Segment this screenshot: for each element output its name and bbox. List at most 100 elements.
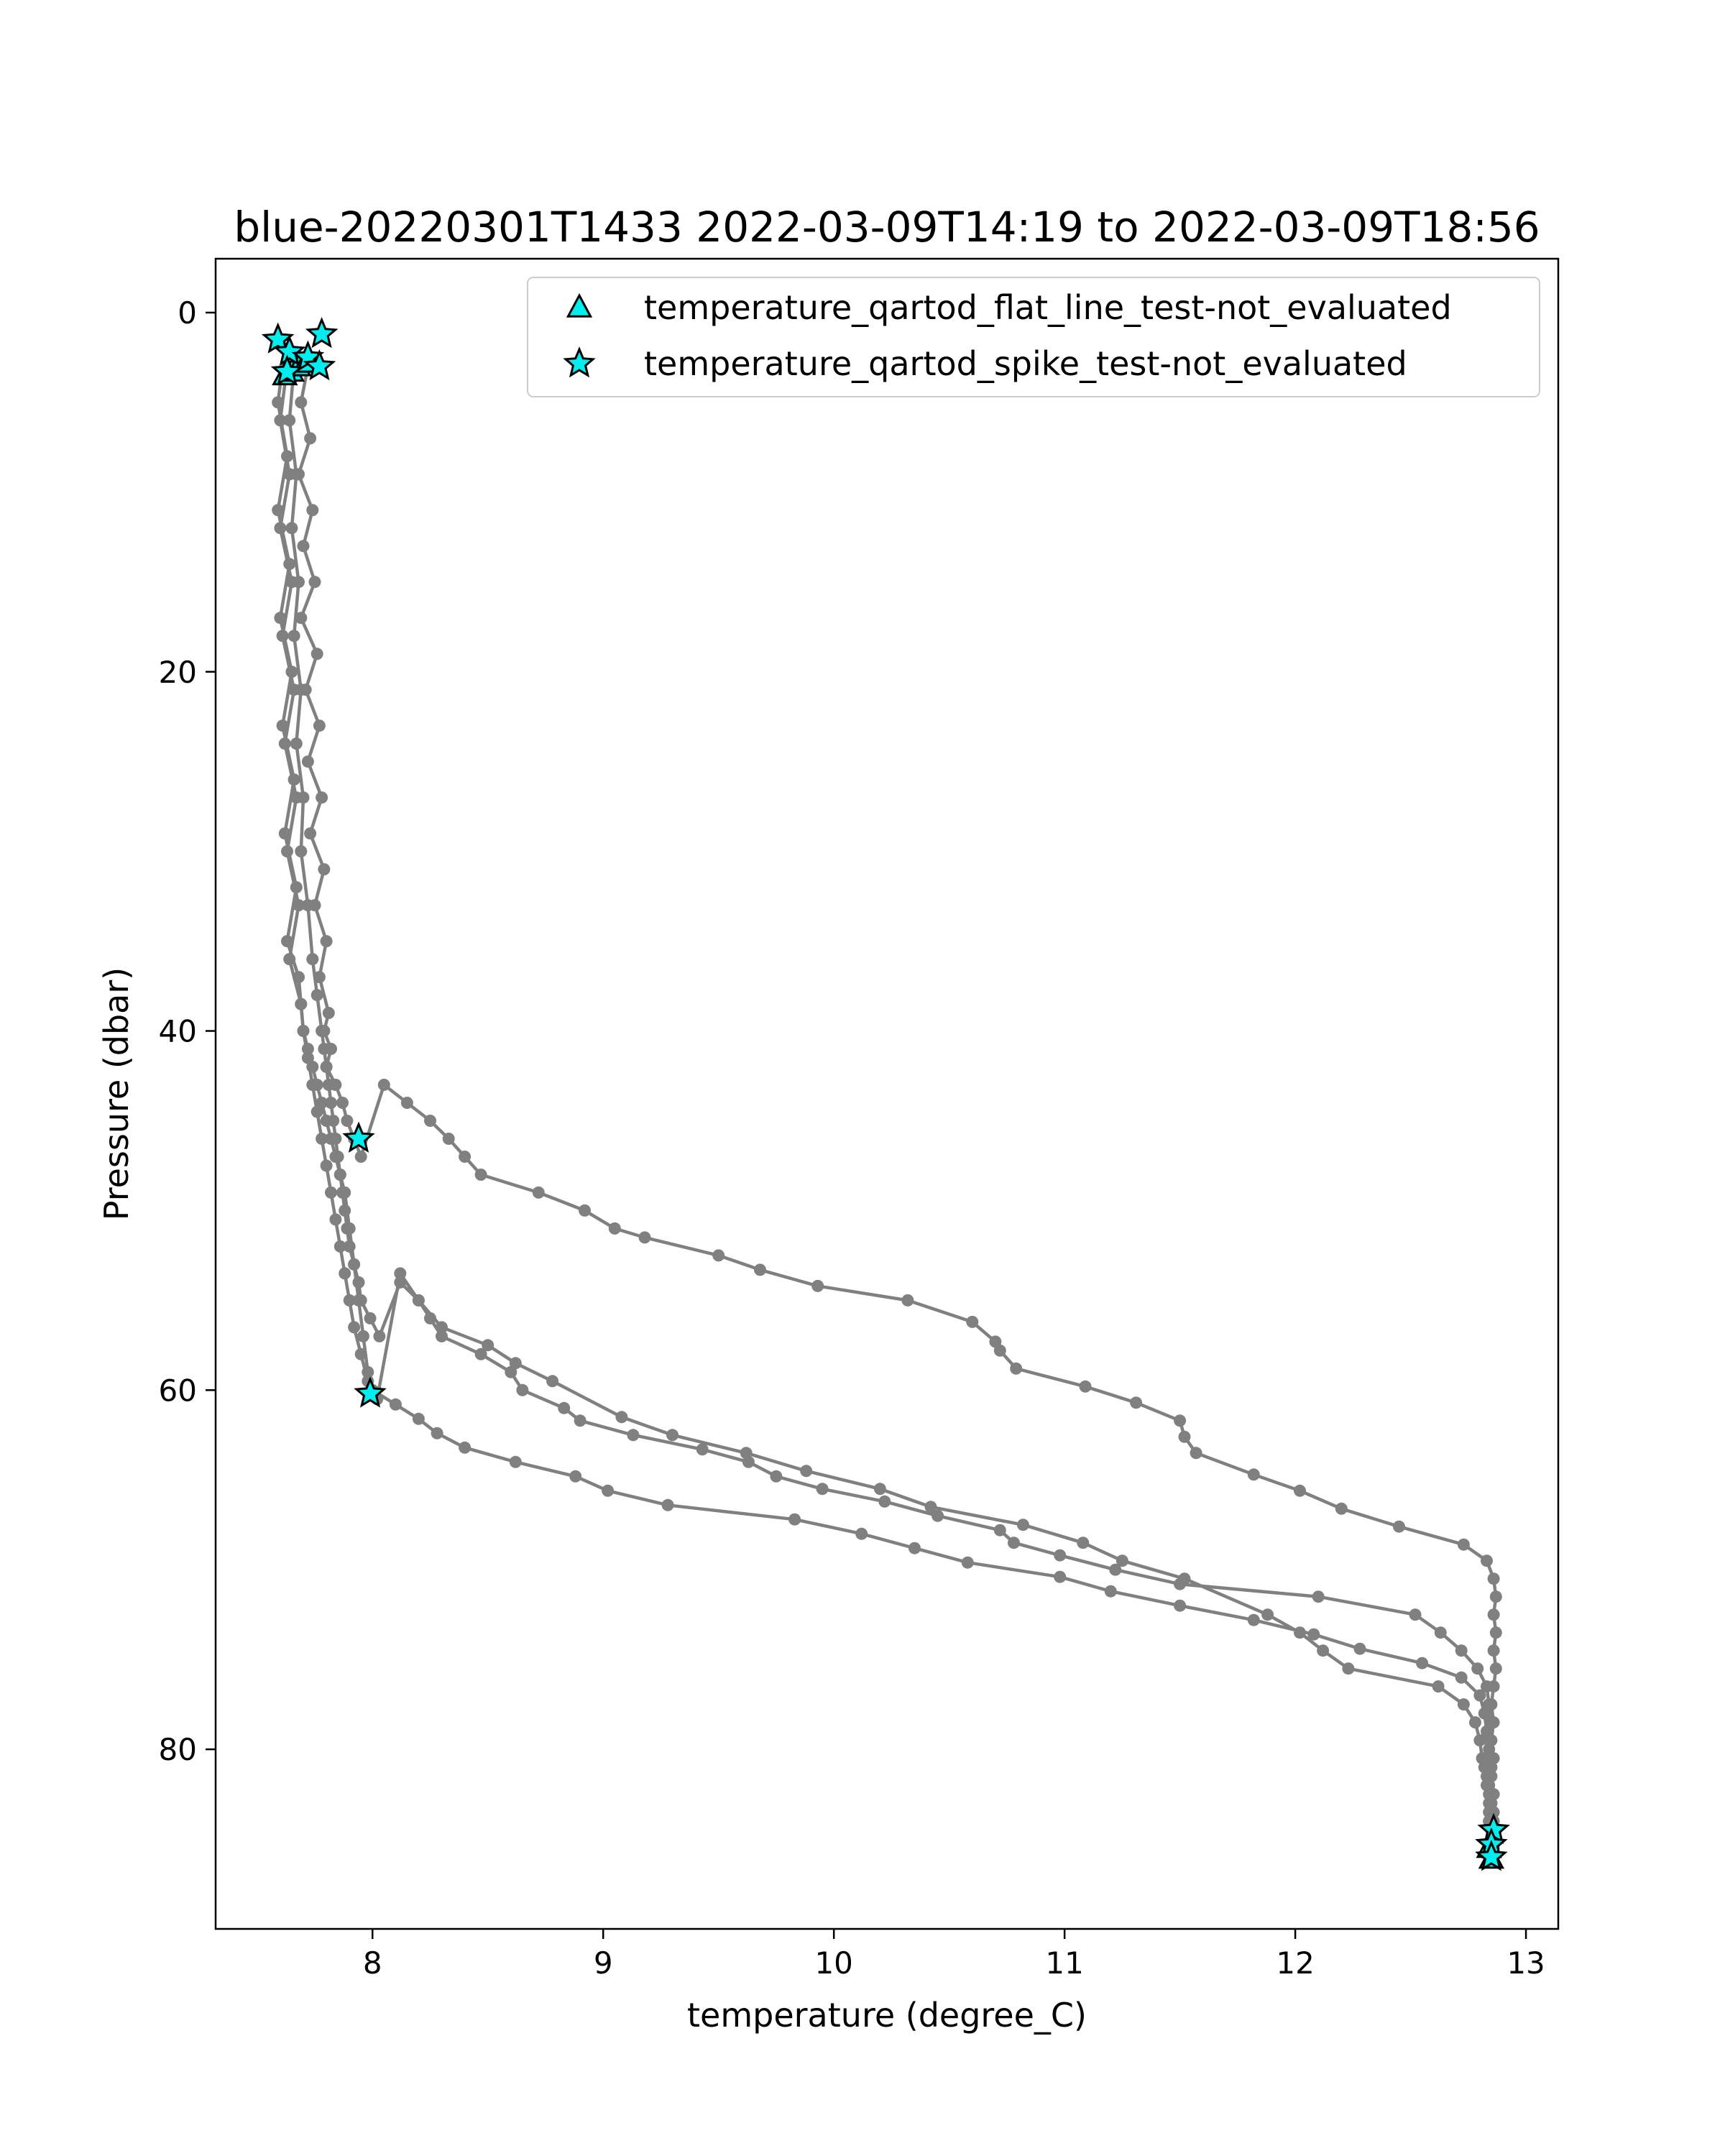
spike-flag-marker <box>270 354 304 386</box>
profile-point <box>1261 1608 1274 1621</box>
profile-point <box>1481 1680 1493 1693</box>
profile-point <box>316 1133 328 1145</box>
profile-point <box>459 1441 472 1454</box>
legend-star-marker <box>563 346 596 378</box>
profile-point <box>754 1263 766 1276</box>
profile-point <box>1335 1502 1348 1515</box>
profile-point <box>290 881 303 894</box>
legend-items: temperature_qartod_flat_line_test-not_ev… <box>563 288 1452 383</box>
profile-point <box>320 1115 333 1127</box>
profile-point <box>316 1025 328 1037</box>
profile-point <box>356 1330 369 1342</box>
profile-point <box>310 648 323 660</box>
profile-point <box>1190 1447 1202 1460</box>
profile-point <box>281 450 293 463</box>
profile-point <box>1485 1761 1498 1774</box>
profile-point <box>1342 1662 1355 1675</box>
profile-point <box>293 971 305 984</box>
profile-point <box>574 1414 586 1427</box>
profile-point <box>1317 1644 1330 1657</box>
profile-point <box>334 1169 346 1181</box>
profile-point <box>1487 1608 1500 1621</box>
spike-flag-marker <box>354 1376 387 1408</box>
profile-point <box>1312 1590 1325 1603</box>
profile-point <box>1130 1396 1143 1409</box>
profile-point <box>1487 1644 1500 1657</box>
profile-point <box>1307 1628 1320 1641</box>
profile-point <box>290 737 303 750</box>
spike-flag-marker <box>303 349 336 381</box>
profile-point <box>295 612 308 625</box>
profile-point <box>288 630 300 642</box>
profile-point <box>283 468 296 481</box>
profile-point <box>339 1186 351 1199</box>
profile-point <box>1485 1797 1498 1810</box>
profile-point <box>546 1375 559 1388</box>
profile-point <box>1489 1590 1502 1603</box>
x-tick-label: 11 <box>1045 1945 1083 1981</box>
profile-point <box>283 558 296 571</box>
profile-point <box>318 1043 331 1055</box>
legend-label-1: temperature_qartod_flat_line_test-not_ev… <box>644 288 1452 327</box>
profile-point <box>281 935 293 948</box>
profile-point <box>1455 1644 1468 1657</box>
profile-point <box>1473 1689 1486 1702</box>
profile-point <box>322 1007 335 1019</box>
profile-point <box>341 1115 354 1127</box>
profile-point <box>354 1151 367 1163</box>
x-tick-label: 9 <box>594 1945 613 1981</box>
profile-point <box>740 1447 753 1460</box>
legend: temperature_qartod_flat_line_test-not_ev… <box>527 277 1540 397</box>
profile-point <box>297 1025 310 1037</box>
profile-point <box>272 504 285 517</box>
profile-point <box>288 683 300 696</box>
plot-frame <box>214 257 1560 1930</box>
flag-markers-layer <box>261 317 1510 1871</box>
profile-point <box>608 1222 621 1235</box>
profile-point <box>579 1204 591 1217</box>
profile-point <box>412 1294 425 1307</box>
profile-point <box>1485 1716 1498 1729</box>
profile-point <box>325 1186 337 1199</box>
profile-point <box>770 1470 783 1483</box>
profile-point <box>474 1348 487 1360</box>
profile-point <box>329 1151 342 1163</box>
profile-point <box>1353 1642 1366 1655</box>
profile-point <box>1054 1549 1067 1562</box>
profile-point <box>348 1321 361 1334</box>
profile-point <box>1489 1662 1502 1675</box>
profile-point <box>318 863 331 876</box>
profile-point <box>1487 1572 1500 1585</box>
profile-point <box>696 1443 709 1456</box>
profile-point <box>308 576 321 589</box>
profile-point <box>1294 1484 1306 1497</box>
profile-point <box>1469 1716 1481 1729</box>
profile-point <box>509 1357 522 1370</box>
profile-point <box>1008 1537 1020 1549</box>
profile-point <box>1432 1680 1445 1693</box>
profile-point <box>1434 1626 1447 1639</box>
profile-point <box>788 1513 801 1526</box>
profile-point <box>343 1294 356 1307</box>
profile-point <box>285 522 298 535</box>
profile-point <box>1416 1657 1429 1669</box>
profile-point <box>295 396 308 409</box>
x-tick-label: 12 <box>1276 1945 1314 1981</box>
profile-point <box>304 432 317 445</box>
profile-point <box>329 1213 342 1226</box>
profile-point <box>272 396 285 409</box>
profile-point <box>364 1312 377 1325</box>
profile-point <box>1054 1570 1067 1583</box>
profile-point <box>1393 1520 1405 1533</box>
y-tick-label: 80 <box>159 1732 197 1767</box>
profile-point <box>1079 1380 1092 1393</box>
profile-point <box>288 773 300 786</box>
profile-point <box>325 1133 337 1145</box>
profiles-layer <box>272 342 1502 1864</box>
profile-point <box>316 1097 328 1109</box>
profile-point <box>1489 1626 1502 1639</box>
profile-point <box>301 755 314 768</box>
profile-point <box>615 1411 628 1424</box>
profile-point <box>336 1097 349 1109</box>
